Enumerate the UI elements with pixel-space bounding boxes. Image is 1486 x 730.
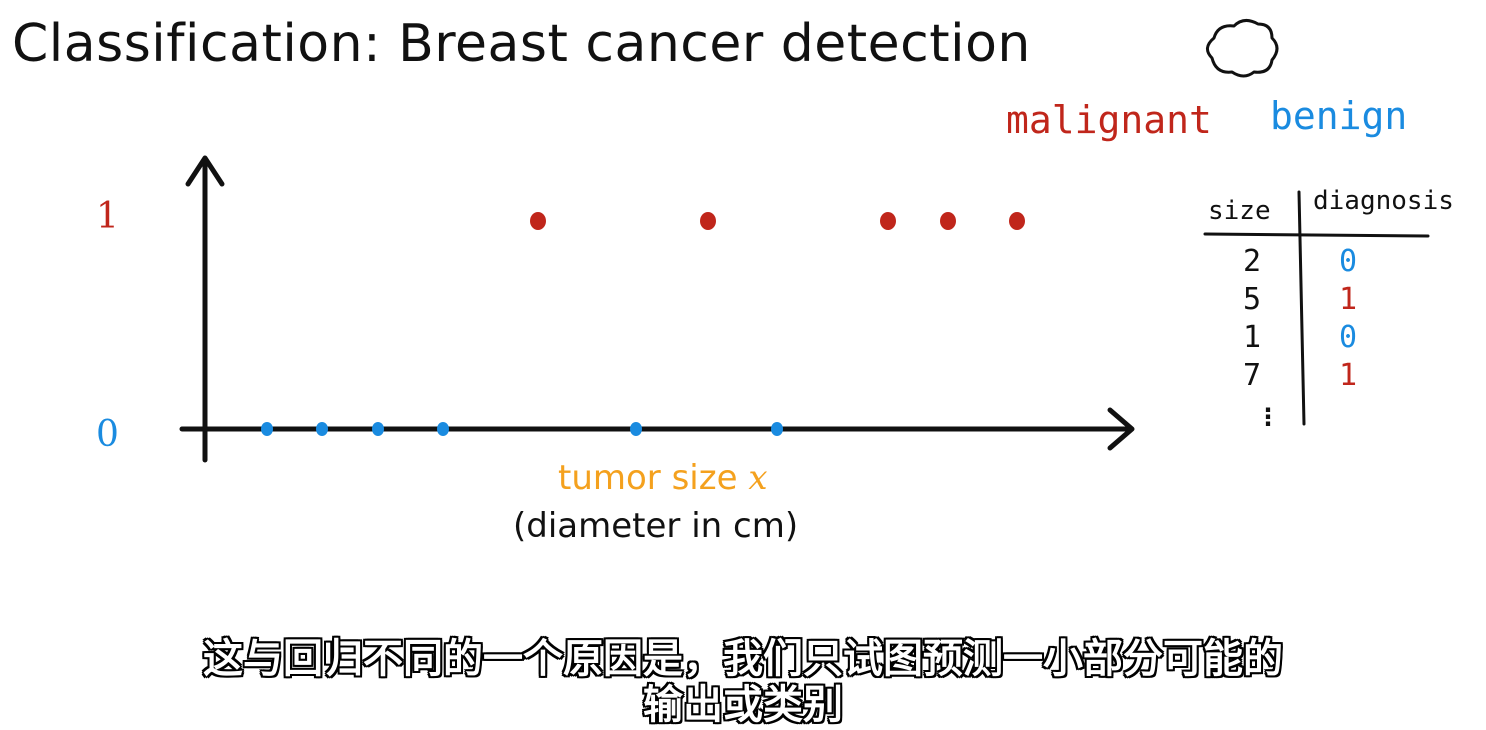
y-tick-0: 0 bbox=[96, 414, 119, 455]
benign-point bbox=[316, 422, 328, 436]
benign-point bbox=[437, 422, 449, 436]
benign-point bbox=[261, 422, 273, 436]
table-cell-size: 1 bbox=[1242, 320, 1262, 355]
y-axis-arrow bbox=[185, 155, 225, 187]
table-cell-diagnosis: 1 bbox=[1338, 358, 1358, 393]
malignant-point bbox=[530, 212, 546, 230]
benign-point bbox=[630, 422, 642, 436]
table-cell-size: 7 bbox=[1242, 358, 1262, 393]
benign-point bbox=[771, 422, 783, 436]
legend-benign: benign bbox=[1270, 94, 1408, 138]
malignant-point bbox=[880, 212, 896, 230]
x-axis-label: tumor size x bbox=[558, 458, 768, 498]
x-axis-label-note: (diameter in cm) bbox=[513, 506, 799, 546]
malignant-point bbox=[700, 212, 716, 230]
table-cell-size: 2 bbox=[1242, 244, 1262, 279]
table-header-diagnosis: diagnosis bbox=[1313, 186, 1454, 216]
legend-malignant: malignant bbox=[1006, 98, 1212, 142]
slide-title: Classification: Breast cancer detection bbox=[12, 14, 1031, 74]
table-continuation: ⋮ bbox=[1256, 403, 1280, 431]
table-cell-size: 5 bbox=[1242, 282, 1262, 317]
x-axis-arrow bbox=[1107, 407, 1135, 451]
table-header-size: size bbox=[1208, 196, 1271, 226]
table-cell-diagnosis: 1 bbox=[1338, 282, 1358, 317]
subtitle-line-2: 输出或类别 bbox=[643, 682, 843, 728]
table-cell-diagnosis: 0 bbox=[1338, 244, 1358, 279]
malignant-point bbox=[940, 212, 956, 230]
table-cell-diagnosis: 0 bbox=[1338, 320, 1358, 355]
malignant-point bbox=[1009, 212, 1025, 230]
scatter-plot bbox=[179, 155, 1135, 463]
benign-point bbox=[372, 422, 384, 436]
y-tick-1: 1 bbox=[96, 196, 119, 237]
subtitle-line-1: 这与回归不同的一个原因是，我们只试图预测一小部分可能的 bbox=[203, 636, 1283, 682]
